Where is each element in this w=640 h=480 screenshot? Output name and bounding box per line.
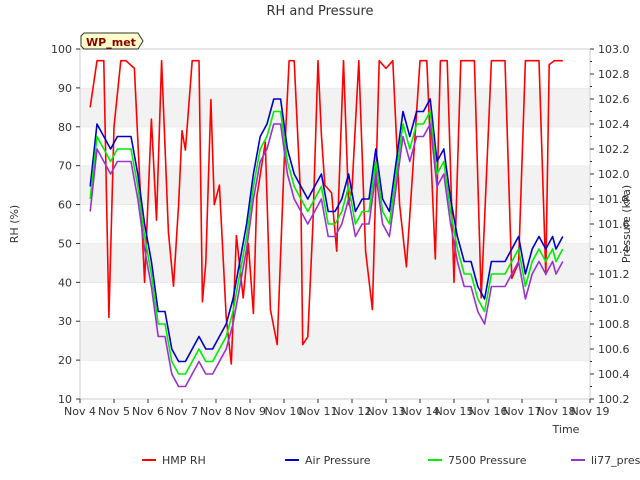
- x-tick-label: Nov 16: [469, 405, 508, 418]
- y-tick-label-right: 101.0: [598, 293, 630, 306]
- x-tick-label: Nov 13: [367, 405, 406, 418]
- legend-label: HMP RH: [162, 454, 206, 467]
- x-tick-label: Nov 4: [64, 405, 96, 418]
- y-tick-label-left: 40: [58, 276, 72, 289]
- grid-band: [80, 243, 590, 283]
- series-line-air-pressure: [89, 98, 564, 363]
- y-tick-label-right: 101.6: [598, 218, 630, 231]
- site-badge-shape: [80, 32, 144, 50]
- axes: 10 20 30 40 50 60 70 80 90 100 100.2 100.4 100.6 100.…: [51, 43, 630, 418]
- y-tick-label-left: 100: [51, 43, 72, 56]
- legend: HMP RH Air Pressure 7500 Pressure li77_pres: [142, 454, 640, 467]
- series-lines: [89, 59, 564, 388]
- y-tick-label-right: 101.4: [598, 243, 630, 256]
- y-tick-label-left: 10: [58, 393, 72, 406]
- y-tick-label-right: 100.4: [598, 368, 630, 381]
- x-tick-label: Nov 5: [98, 405, 130, 418]
- y-tick-label-right: 100.6: [598, 343, 630, 356]
- series-line-hmp-rh: [89, 59, 563, 365]
- x-tick-label: Nov 11: [299, 405, 338, 418]
- grid-band: [80, 49, 590, 88]
- chart-title: RH and Pressure: [266, 4, 373, 19]
- y-tick-label-right: 101.8: [598, 193, 630, 206]
- x-tick-label: Nov 18: [537, 405, 576, 418]
- x-tick-label: Nov 19: [571, 405, 610, 418]
- series-line-7500-pressure: [89, 110, 564, 375]
- y-axis-label-left: RH (%): [8, 205, 21, 243]
- y-tick-label-left: 20: [58, 354, 72, 367]
- y-tick-label-left: 70: [58, 160, 72, 173]
- x-tick-label: Nov 7: [166, 405, 198, 418]
- series-line-li77-pres: [89, 123, 564, 388]
- site-badge: WP_met: [80, 32, 144, 50]
- x-tick-label: Nov 14: [401, 405, 440, 418]
- x-tick-label: Nov 15: [435, 405, 474, 418]
- x-tick-label: Nov 8: [200, 405, 232, 418]
- grid-band: [80, 87, 590, 127]
- x-tick-label: Nov 10: [265, 405, 304, 418]
- y-axis-label-right: Pressure (kPa): [620, 185, 633, 263]
- site-badge-label: WP_met: [86, 36, 136, 49]
- y-tick-label-right: 103.0: [598, 43, 630, 56]
- legend-label: 7500 Pressure: [448, 454, 527, 467]
- y-tick-label-left: 60: [58, 199, 72, 212]
- y-tick-label-left: 90: [58, 82, 72, 95]
- y-tick-label-right: 101.2: [598, 268, 630, 281]
- y-tick-label-right: 102.6: [598, 93, 630, 106]
- grid-band: [80, 360, 590, 399]
- legend-label: li77_pres: [591, 454, 640, 467]
- x-tick-label: Nov 17: [503, 405, 542, 418]
- y-tick-label-right: 102.8: [598, 68, 630, 81]
- x-tick-label: Nov 6: [132, 405, 164, 418]
- y-tick-label-right: 100.8: [598, 318, 630, 331]
- grid-band: [80, 126, 590, 166]
- y-tick-label-left: 50: [58, 237, 72, 250]
- y-tick-label-right: 100.2: [598, 393, 630, 406]
- y-tick-label-right: 102.0: [598, 168, 630, 181]
- legend-label: Air Pressure: [305, 454, 371, 467]
- grid-band: [80, 165, 590, 205]
- x-tick-label: Nov 12: [333, 405, 372, 418]
- y-tick-label-left: 30: [58, 315, 72, 328]
- y-tick-label-right: 102.2: [598, 143, 630, 156]
- y-tick-label-right: 102.4: [598, 118, 630, 131]
- x-tick-label: Nov 9: [234, 405, 266, 418]
- y-tick-label-left: 80: [58, 121, 72, 134]
- x-axis-label: Time: [552, 423, 580, 436]
